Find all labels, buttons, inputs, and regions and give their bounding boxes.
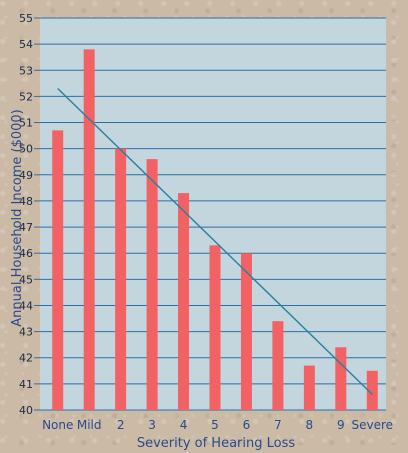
y-tick-label: 53 [19, 64, 33, 77]
bar [52, 130, 64, 410]
x-tick-label: 9 [337, 418, 345, 432]
bar [115, 148, 127, 410]
y-tick-label: 44 [19, 299, 33, 312]
bar [240, 253, 252, 410]
y-tick-label: 51 [19, 117, 33, 130]
bar [178, 193, 190, 410]
x-tick-label: 4 [180, 418, 188, 432]
x-tick-label: Mild [77, 418, 102, 432]
bar [272, 321, 284, 410]
y-tick-label: 43 [19, 326, 33, 339]
y-tick-label: 52 [19, 90, 33, 103]
x-tick-label: Severe [351, 418, 393, 432]
bar [146, 159, 158, 410]
y-tick-label: 48 [19, 195, 33, 208]
y-tick-label: 55 [19, 12, 33, 25]
grid-lines [40, 17, 386, 411]
bar [83, 49, 95, 411]
x-tick-label: None [42, 418, 73, 432]
x-tick-label: 8 [306, 418, 314, 432]
y-axis-label: Annual Household Income ($000) [10, 109, 25, 326]
x-tick-label: 5 [211, 418, 219, 432]
trend-line [57, 88, 373, 395]
y-tick-label: 47 [19, 221, 33, 234]
y-tick-label: 41 [19, 378, 33, 391]
y-axis-ticks: 40 41 42 43 44 45 46 47 48 49 50 51 52 53 54 55 [19, 12, 40, 417]
x-tick-label: 7 [274, 418, 282, 432]
y-tick-label: 49 [19, 169, 33, 182]
x-tick-label: 2 [117, 418, 125, 432]
bar [335, 347, 347, 410]
y-tick-label: 50 [19, 143, 33, 156]
x-tick-label: 3 [148, 418, 156, 432]
y-tick-label: 46 [19, 247, 33, 260]
bar [303, 365, 315, 410]
y-tick-label: 45 [19, 273, 33, 286]
x-tick-label: 6 [243, 418, 251, 432]
y-tick-label: 42 [19, 352, 33, 365]
y-tick-label: 40 [19, 404, 33, 417]
x-axis-ticks: None Mild 2 3 4 5 6 7 8 9 Severe [42, 418, 393, 432]
bar-series [52, 49, 378, 411]
bar [209, 245, 221, 410]
y-tick-label: 54 [19, 38, 33, 51]
bar [366, 370, 378, 410]
x-axis-label: Severity of Hearing Loss [137, 436, 296, 451]
